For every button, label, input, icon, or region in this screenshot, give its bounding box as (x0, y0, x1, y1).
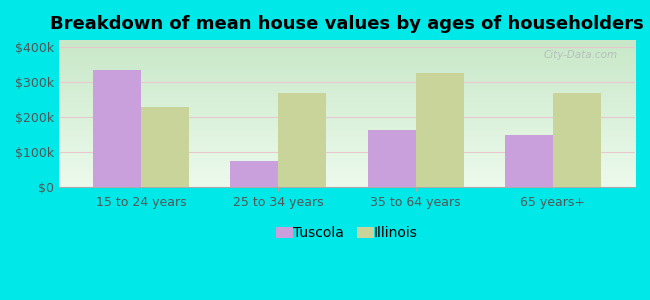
Bar (230, 161, 278, 188)
Bar (141, 107, 189, 188)
Bar (367, 130, 415, 188)
Bar (93, 70, 141, 188)
Title: Breakdown of mean house values by ages of householders: Breakdown of mean house values by ages o… (50, 15, 644, 33)
Legend: Tuscola, Illinois: Tuscola, Illinois (270, 221, 424, 246)
Bar (504, 135, 552, 188)
Bar (415, 74, 463, 188)
Bar (278, 93, 326, 188)
Bar (552, 93, 601, 188)
Text: City-Data.com: City-Data.com (543, 50, 618, 60)
